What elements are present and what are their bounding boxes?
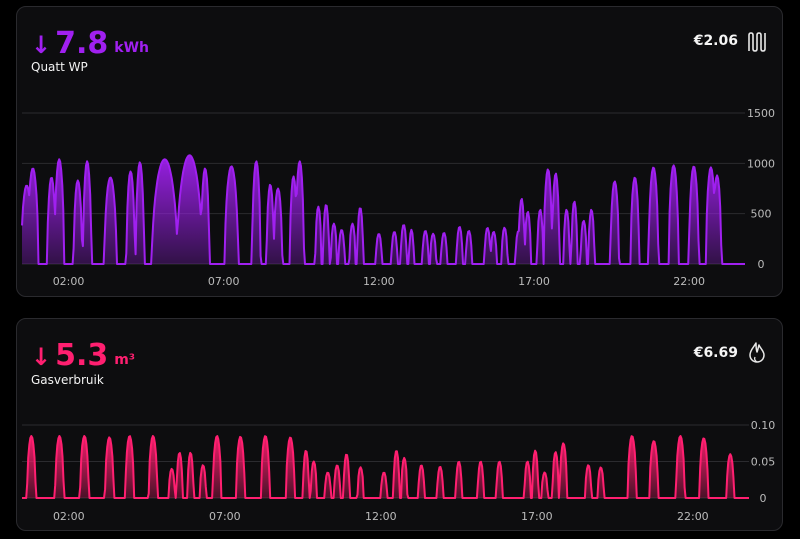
gas-title: Gasverbruik (31, 373, 104, 387)
x-tick-label: 12:00 (365, 510, 397, 523)
x-tick-label: 22:00 (673, 275, 705, 288)
gas-summary: ↓ 5.3 m³ (31, 338, 135, 373)
x-tick-label: 17:00 (518, 275, 550, 288)
gas-chart: 0 0.05 0.10 02:00 07:00 12:00 17:00 22:00 (22, 419, 776, 523)
x-tick-label: 02:00 (53, 510, 85, 523)
series-line (22, 435, 749, 499)
series-line (21, 154, 745, 265)
electricity-chart: 0 500 1000 1500 02:00 07:00 12:00 17:00 22:00 (21, 107, 775, 288)
electricity-value: 7.8 (55, 26, 109, 61)
x-tick-label: 22:00 (677, 510, 709, 523)
y-tick-label: 0.10 (751, 419, 776, 432)
gas-card[interactable]: ↓ 5.3 m³ Gasverbruik €6.69 0 0.05 0.10 02:0… (16, 318, 783, 531)
y-tick-label: 0 (760, 492, 767, 505)
gas-flame-icon (749, 342, 765, 363)
y-tick-label: 500 (751, 208, 772, 221)
x-tick-label: 07:00 (208, 275, 240, 288)
electricity-card[interactable]: ↓ 7.8 kWh Quatt WP €2.06 0 500 1000 1500 02:… (16, 6, 783, 297)
x-tick-label: 07:00 (209, 510, 241, 523)
y-tick-label: 0.05 (751, 456, 776, 469)
y-tick-label: 1500 (747, 107, 775, 120)
gas-value: 5.3 (55, 338, 109, 373)
electricity-title: Quatt WP (31, 60, 88, 74)
series-area (22, 436, 749, 498)
x-tick-label: 02:00 (53, 275, 85, 288)
gas-unit: m³ (114, 352, 135, 368)
arrow-down-icon: ↓ (31, 31, 52, 59)
y-tick-label: 1000 (747, 157, 775, 170)
electricity-unit: kWh (114, 40, 149, 56)
radiator-icon (748, 32, 766, 52)
electricity-cost: €2.06 (693, 33, 738, 49)
electricity-summary: ↓ 7.8 kWh (31, 26, 149, 61)
x-tick-label: 12:00 (363, 275, 395, 288)
y-tick-label: 0 (758, 258, 765, 271)
gas-cost: €6.69 (693, 345, 738, 361)
x-tick-label: 17:00 (521, 510, 553, 523)
arrow-down-icon: ↓ (31, 343, 52, 371)
